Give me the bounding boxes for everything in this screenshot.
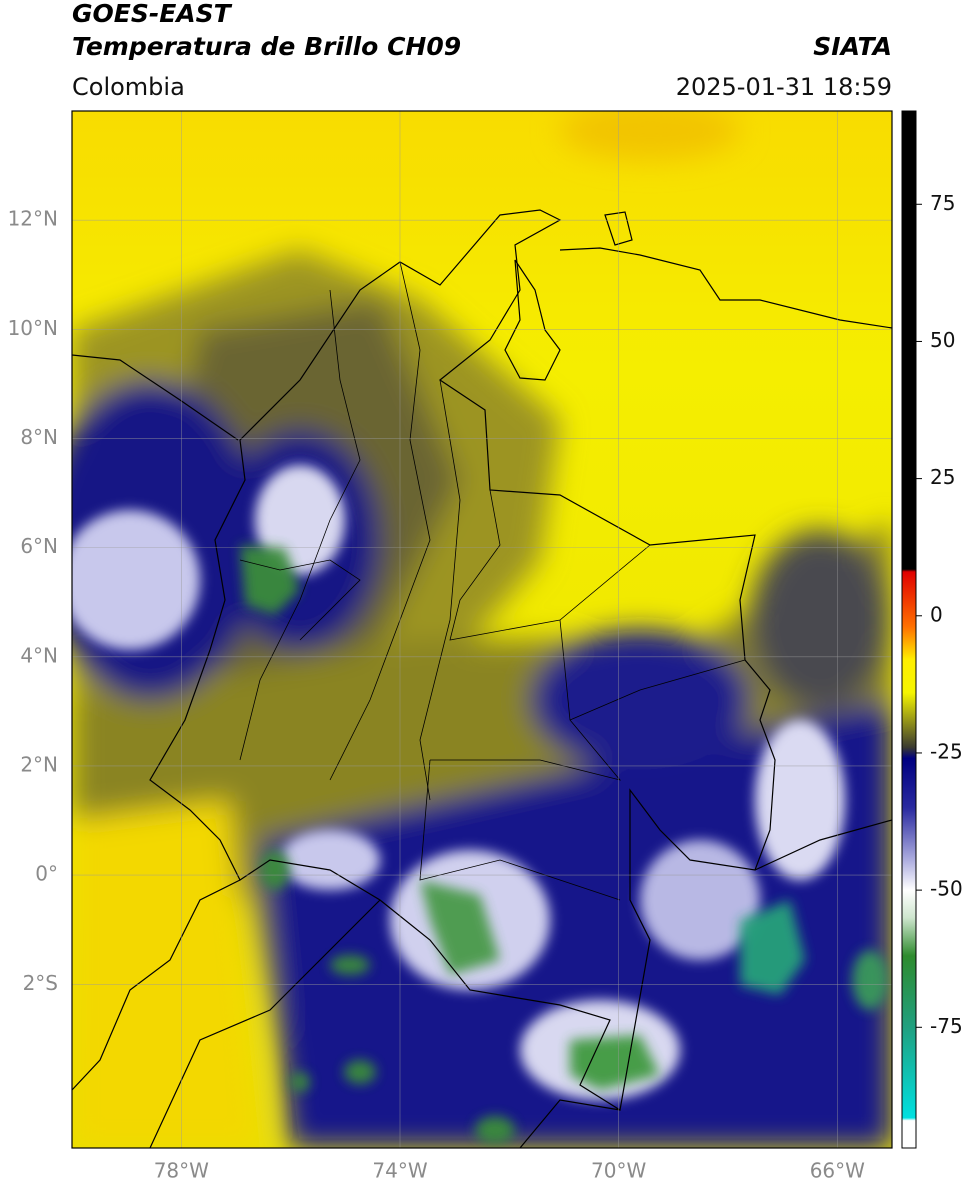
y-tick-label: 8°N: [20, 425, 58, 449]
satellite-image: [72, 111, 892, 1148]
datetime: 2025-01-31 18:59: [676, 73, 892, 101]
title: GOES-EAST: [72, 0, 233, 28]
y-tick-label: 2°S: [23, 971, 58, 995]
y-tick-label: 0°: [35, 862, 58, 886]
y-tick-label: 2°N: [20, 752, 58, 776]
colorbar-tick-label: -75: [930, 1014, 963, 1038]
source: SIATA: [813, 32, 892, 61]
colorbar-tick-label: 75: [930, 191, 955, 215]
y-tick-label: 10°N: [8, 316, 58, 340]
colorbar-tick-label: -50: [930, 877, 963, 901]
colorbar-tick-label: 25: [930, 465, 955, 489]
subtitle: Temperatura de Brillo CH09: [72, 32, 461, 61]
colorbar-frame: [901, 110, 917, 1149]
y-tick-label: 4°N: [20, 643, 58, 667]
y-tick-label: 6°N: [20, 534, 58, 558]
x-tick-label: 66°W: [810, 1159, 865, 1183]
colorbar-tick-label: 0: [930, 602, 943, 626]
region: Colombia: [72, 73, 185, 101]
grid: [72, 111, 892, 1148]
colorbar: [902, 111, 916, 1148]
x-tick-label: 74°W: [372, 1159, 427, 1183]
colorbar-tick-label: -25: [930, 739, 963, 763]
x-tick-label: 70°W: [591, 1159, 646, 1183]
colorbar-tick-label: 50: [930, 328, 955, 352]
y-tick-label: 12°N: [8, 207, 58, 231]
x-tick-label: 78°W: [154, 1159, 209, 1183]
map-frame: [71, 110, 893, 1149]
